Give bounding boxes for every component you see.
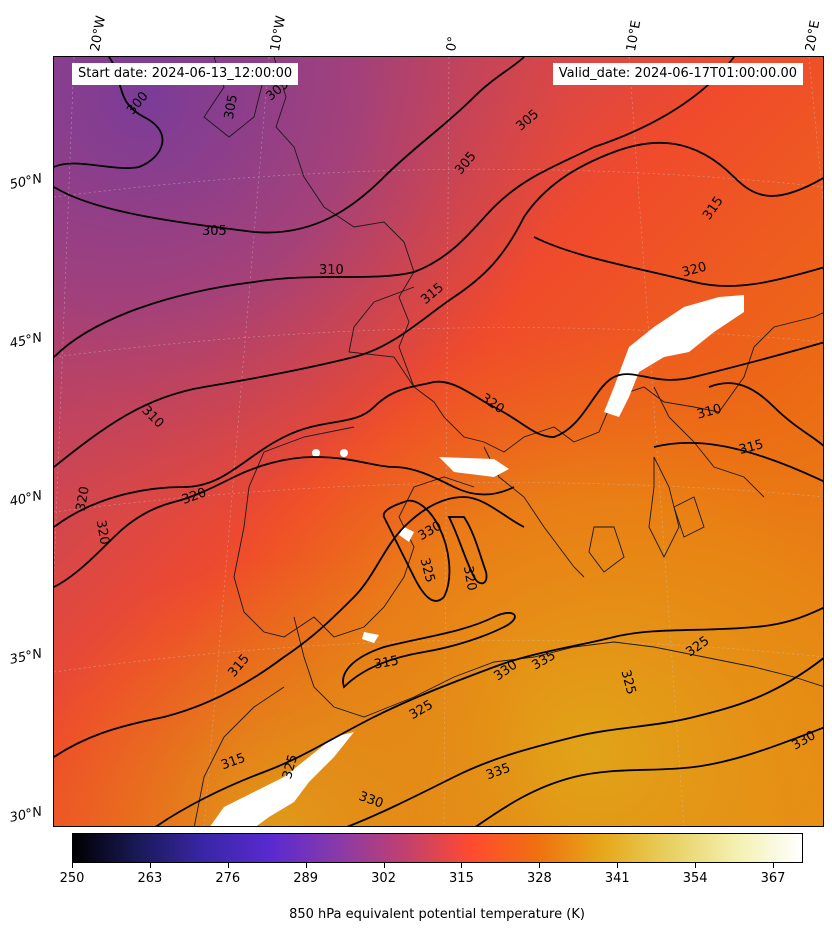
colorbar-tick-label: 302 bbox=[371, 871, 396, 886]
colorbar-tick-label: 341 bbox=[604, 871, 630, 886]
contour-300 bbox=[54, 57, 164, 169]
missing-data-patch bbox=[604, 295, 744, 417]
map-panel: 300 305 305 305 305 305 310 310 310 315 … bbox=[53, 56, 824, 827]
graticule bbox=[54, 57, 823, 826]
longitude-label: 20°W bbox=[88, 14, 110, 53]
coastline-path bbox=[193, 686, 285, 826]
missing-data-patch bbox=[312, 449, 320, 457]
colorbar-tick-label: 354 bbox=[682, 871, 708, 886]
colorbar-tick bbox=[149, 863, 151, 868]
parallel-line bbox=[54, 482, 823, 513]
missing-data-patch bbox=[439, 457, 509, 477]
missing-data-patch bbox=[210, 732, 354, 826]
meridian-line bbox=[203, 57, 270, 826]
contour-label: 320 bbox=[460, 565, 479, 592]
coastline-path bbox=[233, 426, 475, 638]
contour-310b bbox=[708, 382, 823, 447]
missing-data-patch bbox=[340, 449, 348, 457]
colorbar-tick-label: 250 bbox=[59, 871, 85, 886]
colorbar-tick-label: 367 bbox=[760, 871, 786, 886]
colorbar-tick-label: 263 bbox=[137, 871, 163, 886]
colorbar-tick bbox=[539, 863, 541, 868]
contour-325 bbox=[155, 606, 823, 826]
colorbar-tick bbox=[617, 863, 619, 868]
latitude-label: 40°N bbox=[8, 488, 44, 510]
contour-label: 310 bbox=[319, 263, 344, 278]
contour-320b bbox=[54, 456, 515, 588]
contour-label: 310 bbox=[695, 402, 723, 423]
colorbar-tick bbox=[461, 863, 463, 868]
missing-data-patch bbox=[399, 527, 414, 542]
contour-label: 325 bbox=[280, 753, 301, 781]
coastline-path bbox=[653, 386, 765, 498]
colorbar-tick-label: 328 bbox=[526, 871, 552, 886]
meridian-line bbox=[443, 57, 450, 826]
contour-315b bbox=[54, 496, 525, 758]
theta-e-map: 300 305 305 305 305 305 310 310 310 315 … bbox=[54, 57, 823, 826]
contour-320c bbox=[447, 516, 488, 585]
coastline-path bbox=[273, 57, 823, 453]
missing-data-mask bbox=[210, 295, 744, 826]
contour-315 bbox=[54, 141, 823, 468]
contour-label: 325 bbox=[416, 556, 437, 584]
colorbar-tick-label: 276 bbox=[215, 871, 241, 886]
contour-335 bbox=[475, 726, 823, 826]
island-path bbox=[588, 526, 625, 573]
contours bbox=[54, 57, 823, 826]
contour-305 bbox=[54, 57, 525, 234]
longitude-label: 20°E bbox=[803, 19, 824, 53]
longitude-label: 10°W bbox=[268, 14, 290, 53]
colorbar-tick bbox=[773, 863, 775, 868]
warm-air-region-sw bbox=[54, 57, 823, 826]
island-path bbox=[673, 496, 705, 538]
colorbar-tick-label: 315 bbox=[449, 871, 474, 886]
parallel-line bbox=[54, 168, 823, 198]
contour-320 bbox=[54, 341, 823, 528]
contour-315d bbox=[653, 441, 823, 483]
longitude-label: 0° bbox=[444, 35, 462, 53]
contour-label: 305 bbox=[202, 224, 227, 239]
latitude-label: 35°N bbox=[8, 646, 44, 668]
contour-label: 315 bbox=[373, 654, 400, 673]
coastline-path bbox=[348, 286, 415, 388]
colorbar-tick bbox=[227, 863, 229, 868]
island-path bbox=[648, 456, 680, 559]
contour-label: 315 bbox=[737, 437, 765, 458]
missing-data-patch bbox=[362, 632, 379, 643]
contour-325b bbox=[382, 499, 451, 602]
colorbar-title: 850 hPa equivalent potential temperature… bbox=[289, 907, 585, 922]
colorbar-tick bbox=[383, 863, 385, 868]
contour-320d bbox=[533, 236, 823, 287]
parallel-line bbox=[54, 327, 823, 358]
valid-date-label: Valid_date: 2024-06-17T01:00:00.00 bbox=[552, 63, 803, 85]
start-date-label: Start date: 2024-06-13_12:00:00 bbox=[72, 63, 299, 85]
colorbar-tick bbox=[72, 863, 73, 868]
meridian-line bbox=[628, 57, 685, 826]
latitude-label: 50°N bbox=[8, 171, 44, 193]
colorbar-tick-label: 289 bbox=[293, 871, 319, 886]
contour-330 bbox=[346, 657, 823, 826]
contour-315c bbox=[342, 612, 516, 689]
longitude-label: 10°E bbox=[624, 19, 645, 53]
latitude-label: 30°N bbox=[8, 804, 44, 826]
colorbar-tick bbox=[305, 863, 307, 868]
contour-label: 320 bbox=[93, 519, 112, 546]
colorbar-tick bbox=[695, 863, 697, 868]
coastline-path bbox=[483, 446, 585, 578]
contour-label: 320 bbox=[680, 260, 708, 281]
contour-label: 320 bbox=[74, 485, 93, 512]
colorbar bbox=[72, 833, 803, 863]
contour-310 bbox=[54, 57, 735, 358]
meridian-line bbox=[54, 57, 75, 579]
contour-label: 305 bbox=[222, 93, 241, 120]
contour-label: 325 bbox=[617, 668, 638, 696]
latitude-label: 45°N bbox=[8, 330, 44, 352]
